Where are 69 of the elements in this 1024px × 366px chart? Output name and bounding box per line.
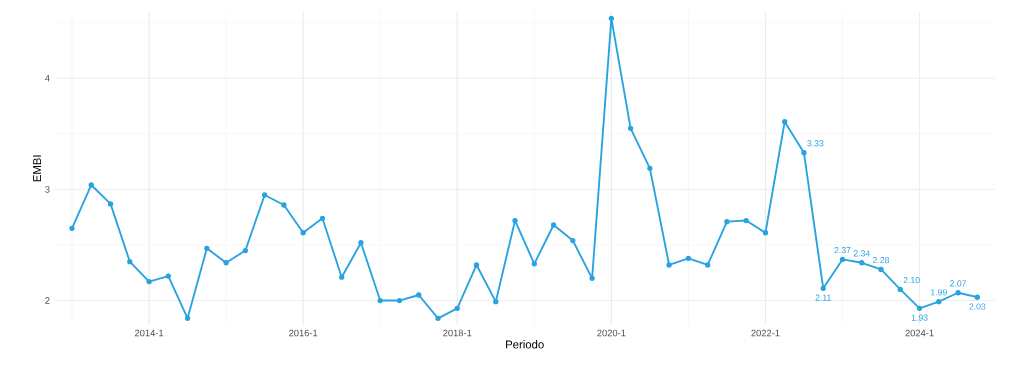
point xyxy=(165,273,171,279)
data-label: 1.99 xyxy=(931,289,947,296)
point xyxy=(204,245,210,251)
point xyxy=(589,275,595,281)
point xyxy=(743,217,749,224)
x-tick-label: 2022-1 xyxy=(751,329,780,337)
point xyxy=(531,261,537,267)
point xyxy=(647,165,653,171)
point xyxy=(358,240,364,246)
point xyxy=(974,294,980,300)
point xyxy=(608,15,615,21)
point xyxy=(955,290,961,296)
data-label: 2.11 xyxy=(815,294,831,301)
point xyxy=(377,297,383,304)
data-label: 1.93 xyxy=(911,314,928,321)
point xyxy=(859,260,865,266)
point xyxy=(627,125,634,131)
point xyxy=(782,118,788,125)
point xyxy=(300,230,306,236)
x-tick-label: 2024-1 xyxy=(905,329,934,337)
data-label: 2.03 xyxy=(969,303,986,310)
point xyxy=(916,305,923,311)
x-tick-label: 2020-1 xyxy=(597,329,626,337)
point xyxy=(223,260,229,266)
point xyxy=(281,202,287,208)
point xyxy=(184,315,191,321)
point xyxy=(512,217,518,224)
point xyxy=(107,201,114,207)
point xyxy=(127,258,133,265)
point xyxy=(570,237,576,244)
point xyxy=(88,182,94,188)
point xyxy=(666,262,672,268)
point xyxy=(454,305,460,311)
x-tick-label: 2016-1 xyxy=(289,329,318,337)
y-axis-title: EMBI xyxy=(33,155,41,182)
point xyxy=(839,256,846,263)
point xyxy=(69,225,75,231)
point xyxy=(820,285,826,291)
data-label: 2.34 xyxy=(853,250,870,257)
point xyxy=(146,278,152,285)
point xyxy=(936,298,942,305)
y-tick-label: 4 xyxy=(44,75,50,82)
point xyxy=(897,286,903,293)
point xyxy=(685,255,692,261)
point xyxy=(435,315,441,321)
data-label: 2.28 xyxy=(873,257,890,264)
y-tick-label: 3 xyxy=(45,186,50,193)
point xyxy=(473,262,480,268)
x-tick-label: 2018-1 xyxy=(443,329,472,337)
point xyxy=(261,192,268,198)
point xyxy=(242,247,249,254)
data-label: 2.10 xyxy=(903,277,920,284)
x-axis-title: Periodo xyxy=(506,340,544,349)
point xyxy=(704,262,711,268)
point xyxy=(878,266,884,273)
data-label: 2.37 xyxy=(834,247,851,254)
point xyxy=(319,215,326,221)
point xyxy=(762,230,769,236)
point xyxy=(801,150,807,156)
point xyxy=(339,274,345,280)
point xyxy=(396,297,403,304)
point xyxy=(550,222,557,228)
data-label: 3.33 xyxy=(807,140,824,147)
x-tick-label: 2014-1 xyxy=(134,329,164,337)
point xyxy=(416,292,422,298)
point xyxy=(493,298,499,305)
data-label: 2.07 xyxy=(950,280,967,287)
point xyxy=(724,218,730,225)
y-tick-label: 2 xyxy=(45,297,50,304)
